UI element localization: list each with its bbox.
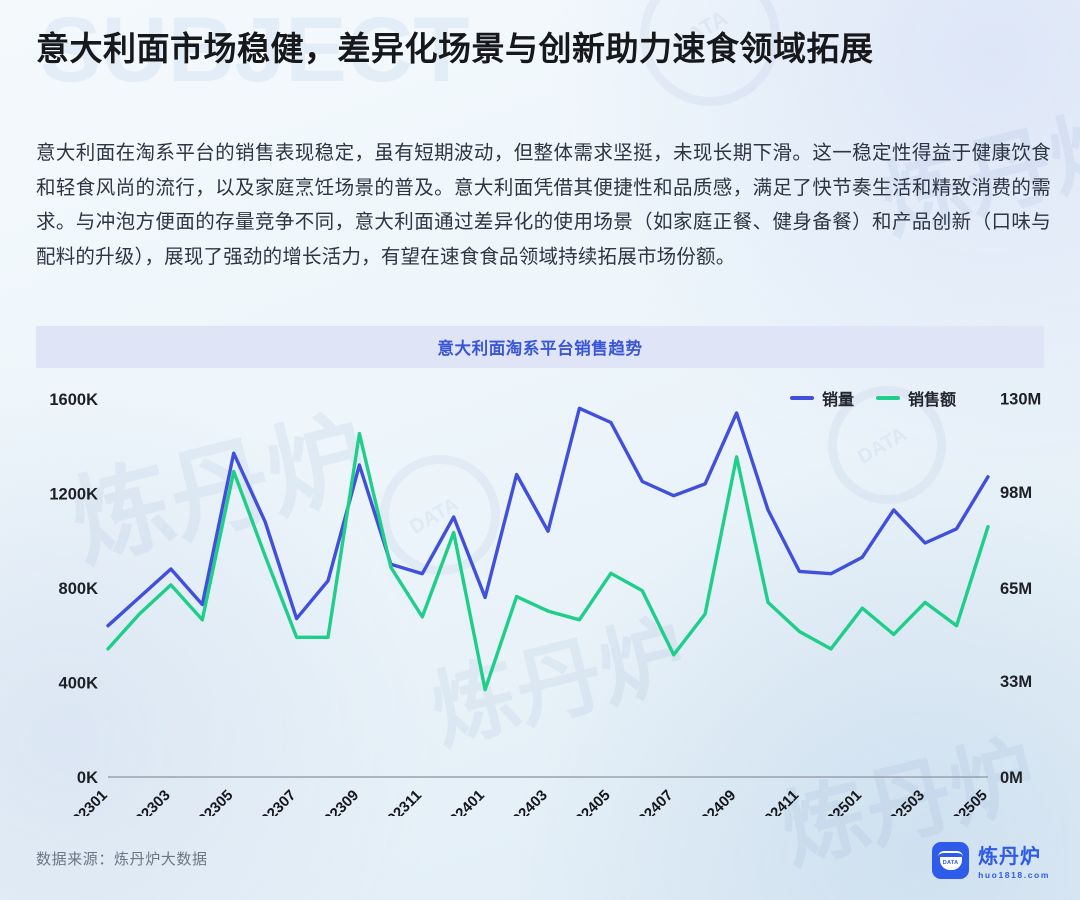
right-axis-tick-label: 33M (1000, 673, 1032, 691)
data-source-note: 数据来源：炼丹炉大数据 (36, 851, 208, 868)
left-axis-tick-label: 0K (77, 769, 98, 787)
pot-lid-icon (938, 850, 964, 857)
right-axis-tick-label: 0M (1000, 769, 1023, 787)
x-axis-ticks: 202301 202303 202305 202307 202309 202311 2024… (63, 787, 990, 816)
pot-icon-label: DATA (942, 860, 959, 866)
line-chart-svg: 0K 400K 800K 1200K 1600K 0M 33M 65M 98M 130M 202… (49, 391, 1041, 816)
brand-text: 炼丹炉 huo1818.com (978, 840, 1050, 880)
legend-item-volume[interactable]: 销量 (789, 386, 854, 410)
legend-item-revenue[interactable]: 销售额 (875, 386, 956, 410)
right-axis-tick-label: 98M (1000, 484, 1032, 502)
left-axis-tick-label: 800K (59, 580, 99, 598)
x-axis-tick-label: 202303 (126, 787, 173, 816)
left-axis-tick-label: 400K (59, 674, 99, 692)
legend-swatch-revenue (875, 396, 900, 400)
plot-area: 0K 400K 800K 1200K 1600K 0M 33M 65M 98M 130M 202… (36, 368, 1044, 816)
legend-swatch-volume (789, 396, 814, 400)
x-axis-tick-label: 202301 (63, 787, 110, 816)
x-axis-tick-label: 202309 (315, 787, 362, 816)
legend-label-revenue: 销售额 (907, 392, 956, 409)
series-line-volume (106, 406, 990, 628)
x-axis-tick-label: 202505 (943, 787, 990, 816)
x-axis-tick-label: 202305 (189, 787, 236, 816)
x-axis-tick-label: 202307 (252, 787, 299, 816)
x-axis-tick-label: 202403 (503, 787, 550, 816)
x-axis-tick-label: 202409 (692, 787, 739, 816)
right-axis-tick-label: 130M (1000, 391, 1041, 409)
chart-legend: 销量 销售额 (789, 386, 956, 410)
x-axis-tick-label: 202311 (378, 787, 425, 816)
x-axis-tick-label: 202501 (818, 787, 865, 816)
right-axis-ticks: 0M 33M 65M 98M 130M (1000, 391, 1041, 787)
legend-label-volume: 销量 (821, 392, 854, 409)
brand-url: huo1818.com (978, 870, 1050, 880)
x-axis-tick-label: 202401 (441, 787, 488, 816)
x-axis-tick-label: 202407 (629, 787, 676, 816)
chart-title-bar: 意大利面淘系平台销售趋势 (36, 326, 1044, 368)
left-axis-ticks: 0K 400K 800K 1200K 1600K (49, 391, 98, 787)
page-title: 意大利面市场稳健，差异化场景与创新助力速食领域拓展 (36, 30, 874, 67)
x-axis-tick-label: 202405 (566, 787, 613, 816)
pot-body-icon: DATA (939, 856, 962, 870)
left-axis-tick-label: 1200K (49, 485, 98, 503)
right-axis-tick-label: 65M (1000, 580, 1032, 598)
summary-paragraph: 意大利面在淘系平台的销售表现稳定，虽有短期波动，但整体需求坚挺，未现长期下滑。这… (36, 142, 1051, 269)
series-line-revenue (106, 431, 990, 692)
left-axis-tick-label: 1600K (49, 391, 98, 409)
pot-icon: DATA (932, 841, 970, 879)
x-axis-tick-label: 202503 (881, 787, 928, 816)
chart-card: 意大利面淘系平台销售趋势 销量 销售额 0K 400K 800K 1200K 1600K… (36, 326, 1044, 816)
chart-title: 意大利面淘系平台销售趋势 (437, 340, 643, 358)
brand-name: 炼丹炉 (978, 846, 1042, 868)
x-axis-tick-label: 202411 (755, 787, 802, 816)
brand-logo: DATA 炼丹炉 huo1818.com (932, 840, 1050, 880)
